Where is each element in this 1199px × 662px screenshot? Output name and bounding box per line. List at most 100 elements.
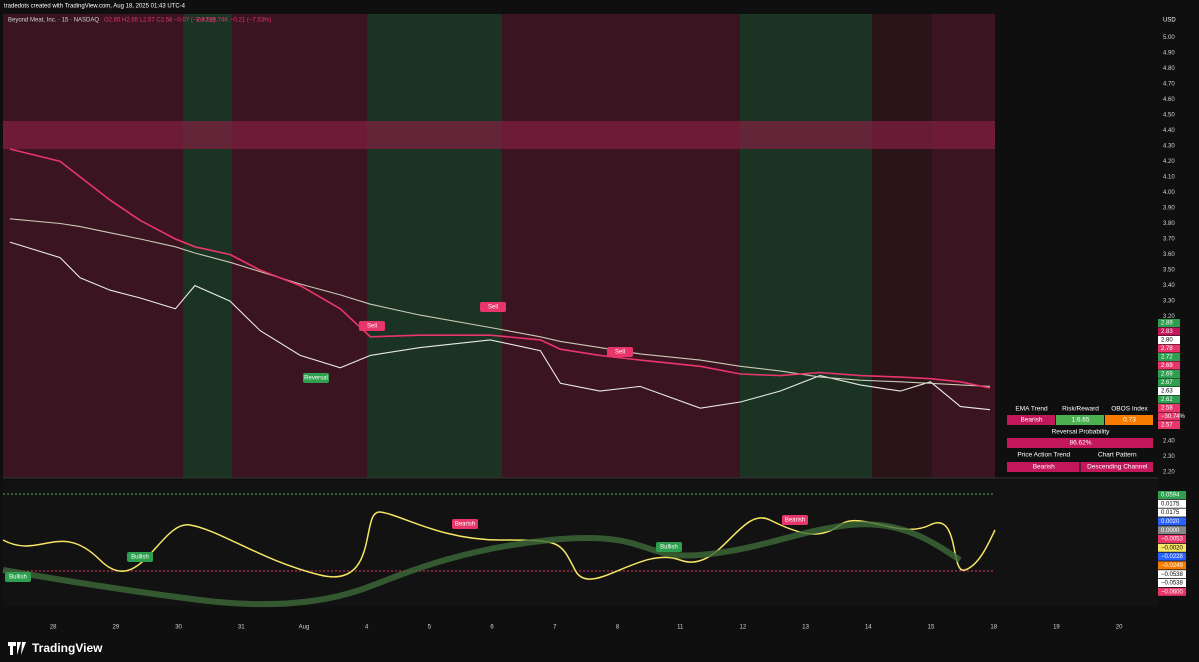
y-tick-label: 4.60: [1163, 97, 1175, 103]
price-label-box: [1158, 404, 1180, 412]
y-tick-label: 4.90: [1163, 50, 1175, 56]
oscillator-label-box: [1158, 499, 1186, 508]
price-label: 2.67: [1161, 380, 1173, 386]
y-tick-label: 3.60: [1163, 252, 1175, 258]
price-label-box: [1158, 319, 1180, 327]
annotation: Sell: [488, 305, 498, 311]
price-label: 2.69: [1161, 372, 1173, 378]
oscillator-label-box: [1158, 491, 1186, 499]
y-tick-label: 3.80: [1163, 221, 1175, 227]
y-tick-label: 2.20: [1163, 469, 1175, 475]
annotation-box: [303, 373, 329, 383]
annotation: Bullish: [9, 575, 27, 581]
y-tick-label: 4.70: [1163, 81, 1175, 87]
oscillator-label: −0.0538: [1161, 572, 1184, 578]
annotation: Sell: [615, 350, 625, 356]
price-label-box: [1158, 336, 1180, 344]
annotation: Bullish: [660, 545, 678, 551]
y-tick-label: 2.40: [1163, 438, 1175, 444]
price-label: 2.78: [1161, 346, 1173, 352]
x-tick-label: 29: [113, 625, 120, 631]
annotation-box: [607, 347, 633, 357]
ohlc: O2.65 H2.65 L2.57 C2.58 −0.07 (−2.92%): [104, 18, 215, 24]
price-label-box: [1158, 395, 1180, 404]
y-tick-label: 3.50: [1163, 268, 1175, 274]
annotation-box: [5, 572, 31, 582]
price-label-box: [1158, 327, 1180, 336]
x-tick-label: 31: [238, 625, 245, 631]
chart-title: Beyond Meat, Inc. · 15 · NASDAQ: [8, 18, 99, 24]
credit: tradedots created with TradingView.com, …: [4, 4, 186, 10]
table-text: 0.73: [1123, 417, 1136, 424]
table-text: Reversal Probability: [1052, 429, 1111, 436]
x-tick-label: 18: [990, 625, 997, 631]
oscillator-label-box: [1158, 543, 1186, 552]
table-text: 1:6.65: [1071, 417, 1089, 424]
table-cell: [1007, 462, 1080, 472]
price-label: 2.89: [1161, 321, 1173, 327]
y-tick-label: 3.90: [1163, 206, 1175, 212]
oscillator-label-box: [1158, 561, 1186, 570]
price-label-box: [1158, 361, 1180, 370]
oscillator-label-box: [1158, 517, 1186, 526]
y-tick-label: 4.00: [1163, 190, 1175, 196]
price-label: 2.57: [1161, 423, 1173, 429]
price-label: 2.80: [1161, 338, 1173, 344]
oscillator-label-box: [1158, 526, 1186, 535]
annotation-box: [656, 542, 682, 552]
y-tick-label: 4.20: [1163, 159, 1175, 165]
session-bands: [3, 14, 995, 478]
x-tick-label: 12: [740, 625, 747, 631]
x-tick-label: 19: [1053, 625, 1060, 631]
oscillator-label-box: [1158, 587, 1186, 596]
oscillator-pane: [3, 481, 1158, 606]
session-band: [183, 14, 232, 478]
oscillator-label: −0.0053: [1161, 537, 1184, 543]
table-text: Bearish: [1033, 464, 1055, 471]
session-band: [740, 14, 872, 478]
y-tick-label: 4.10: [1163, 175, 1175, 181]
price-label: 2.72: [1161, 355, 1173, 361]
x-tick-label: 11: [677, 625, 684, 631]
oscillator-label-box: [1158, 552, 1186, 561]
price-label-box: [1158, 412, 1180, 421]
session-band: [232, 14, 367, 478]
y-tick-label: 2.30: [1163, 454, 1175, 460]
annotation: Sell: [367, 324, 377, 330]
table-text: Bearish: [1020, 417, 1042, 424]
table-text: Chart Pattern: [1098, 452, 1137, 459]
oscillator-label: 0.0594: [1161, 493, 1180, 499]
footer: [0, 638, 1199, 662]
price-label-box: [1158, 421, 1180, 429]
table-cell: [1080, 462, 1153, 472]
x-tick-label: Aug: [299, 625, 310, 631]
annotation-box: [480, 302, 506, 312]
x-tick-label: 13: [802, 625, 809, 631]
table-text: Price Action Trend: [1017, 452, 1070, 459]
annotation: Reversal: [304, 376, 328, 382]
table-text: OBOS Index: [1111, 406, 1148, 413]
x-tick-label: 28: [50, 625, 57, 631]
price-line: [9, 218, 991, 387]
volume: Vol 129.74K −0.21 (−7.53%): [196, 18, 271, 24]
session-band: [932, 14, 995, 478]
oscillator-label: −0.0249: [1161, 563, 1184, 569]
price-line: [9, 148, 991, 389]
table-cell: [1007, 438, 1153, 448]
table-cell: [1007, 415, 1055, 425]
price-label-box: [1158, 387, 1180, 395]
annotation-box: [452, 519, 478, 529]
price-label-box: [1158, 378, 1180, 387]
price-label-box: [1158, 370, 1180, 378]
logo: [8, 642, 26, 655]
annotation: Bearish: [455, 522, 475, 528]
resistance-zone: [3, 121, 995, 149]
annotation: Bullish: [131, 555, 149, 561]
annotation-box: [782, 515, 808, 525]
x-tick-label: 6: [490, 625, 494, 631]
x-tick-label: 5: [428, 625, 432, 631]
oscillator-label-box: [1158, 579, 1186, 587]
annotation-box: [127, 552, 153, 562]
y-tick-label: 3.40: [1163, 283, 1175, 289]
